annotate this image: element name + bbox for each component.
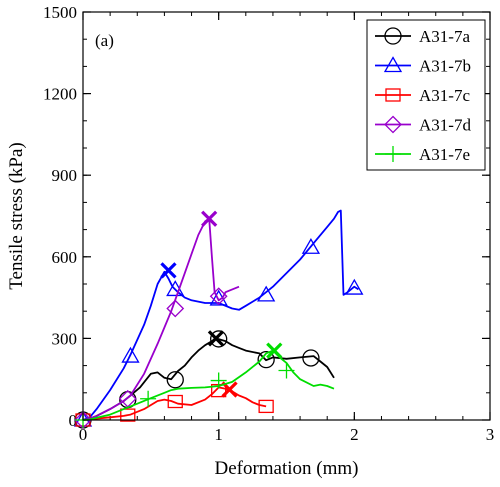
- plot-frame: [82, 11, 491, 421]
- series-line: [82, 217, 240, 421]
- series-A31-7b: [73, 209, 364, 427]
- legend-marker: [383, 56, 403, 73]
- legend-marker: [384, 115, 402, 134]
- series-line: [82, 337, 335, 421]
- legend: A31-7a A31-7b A31-7c A31-7d A31-7e: [366, 19, 486, 171]
- data-point-marker: [257, 285, 276, 302]
- data-point-marker: [121, 346, 140, 363]
- data-point-marker: [345, 278, 364, 295]
- legend-label: A31-7c: [419, 86, 470, 105]
- series-line: [82, 386, 267, 421]
- legend-marker: [385, 146, 401, 162]
- data-point-marker: [167, 394, 183, 409]
- series-A31-7c: [75, 381, 274, 427]
- y-axis-label: Tensile stress (kPa): [6, 142, 27, 289]
- legend-label: A31-7e: [419, 145, 470, 164]
- data-point-marker: [257, 350, 275, 369]
- y-tick-label: 0: [69, 411, 78, 430]
- legend-item: A31-7a: [375, 27, 470, 46]
- data-point-marker: [210, 372, 227, 389]
- data-point-marker: [301, 237, 321, 254]
- y-tick-label: 900: [52, 166, 78, 185]
- legend-item: A31-7b: [375, 56, 471, 76]
- legend-label: A31-7b: [419, 57, 471, 76]
- series-layer: [73, 209, 364, 429]
- data-point-marker: [258, 399, 274, 414]
- failure-point-marker: [160, 262, 177, 279]
- x-axis-label: Deformation (mm): [214, 458, 358, 479]
- legend-label: A31-7a: [419, 27, 470, 46]
- legend-marker: [385, 88, 401, 102]
- legend-item: A31-7e: [375, 145, 470, 164]
- legend-item: A31-7d: [375, 116, 471, 135]
- x-tick-label: 3: [486, 425, 495, 444]
- y-tick-label: 600: [52, 248, 78, 267]
- data-point-marker: [166, 371, 184, 389]
- y-tick-label: 300: [52, 329, 78, 348]
- data-point-marker: [166, 299, 185, 318]
- legend-marker: [384, 27, 402, 45]
- series-line: [82, 349, 335, 421]
- series-A31-7e: [75, 342, 335, 428]
- data-point-marker: [302, 349, 320, 367]
- legend-label: A31-7d: [419, 116, 471, 135]
- x-tick-label: 1: [214, 425, 223, 444]
- y-tick-label: 1500: [43, 3, 77, 22]
- data-point-marker: [209, 287, 228, 306]
- panel-label: (a): [95, 31, 114, 50]
- data-point-marker: [120, 408, 136, 422]
- y-tick-label: 1200: [43, 85, 77, 104]
- data-point-marker: [278, 362, 295, 379]
- legend-item: A31-7c: [375, 86, 470, 105]
- x-tick-label: 0: [79, 425, 88, 444]
- failure-point-marker: [266, 342, 283, 359]
- x-tick-label: 2: [350, 425, 359, 444]
- failure-point-marker: [201, 210, 218, 227]
- data-point-marker: [210, 330, 228, 348]
- failure-point-marker: [207, 330, 225, 347]
- data-point-marker: [140, 390, 157, 407]
